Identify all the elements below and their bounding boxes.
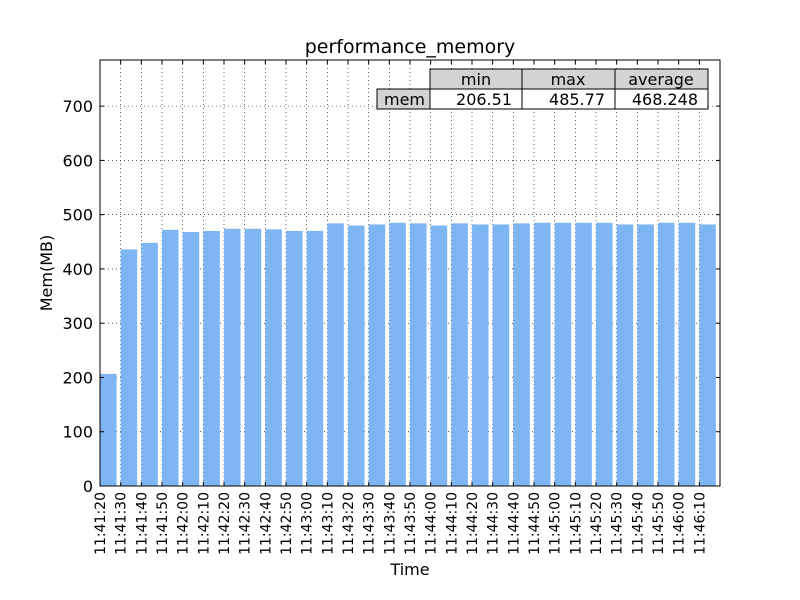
y-tick-label: 200 (62, 368, 93, 387)
bar (100, 373, 117, 486)
bars (100, 222, 716, 487)
bar (327, 223, 344, 487)
x-tick-label: 11:45:30 (610, 492, 626, 555)
x-tick-label: 11:42:30 (238, 492, 254, 555)
bar (286, 230, 303, 486)
y-tick-label: 400 (62, 260, 93, 279)
bar (265, 229, 282, 487)
x-tick-label: 11:46:10 (692, 492, 708, 555)
x-tick-label: 11:45:40 (630, 492, 646, 555)
y-axis-label: Mem(MB) (37, 235, 56, 312)
bar (534, 222, 551, 486)
x-tick-label: 11:41:50 (155, 492, 171, 555)
y-tick-label: 0 (83, 477, 93, 496)
y-tick-label: 100 (62, 423, 93, 442)
bar (554, 222, 572, 486)
bar (430, 225, 448, 486)
x-tick-label: 11:42:00 (176, 492, 192, 555)
x-tick-label: 11:45:50 (651, 492, 667, 555)
bar (678, 222, 696, 486)
summary-table: min max average mem 206.51 485.77 468.24… (376, 68, 709, 110)
bar (472, 224, 489, 486)
x-tick-label: 11:44:50 (527, 492, 543, 555)
bar (575, 222, 592, 486)
x-axis-label: Time (389, 560, 429, 579)
x-tick-label: 11:43:50 (403, 492, 419, 555)
x-tick-label: 11:45:20 (589, 492, 605, 555)
chart-title: performance_memory (305, 36, 516, 58)
y-tick-label: 600 (62, 151, 93, 170)
bar (368, 224, 386, 486)
x-tick-label: 11:43:10 (320, 492, 336, 555)
x-tick-label: 11:44:30 (486, 492, 502, 555)
bar (699, 224, 716, 486)
bar (616, 224, 634, 486)
y-tick-label: 500 (62, 206, 93, 225)
x-tick-label: 11:42:50 (279, 492, 295, 555)
x-tick-label: 11:44:10 (444, 492, 460, 555)
x-tick-label: 11:44:40 (506, 492, 522, 555)
x-tick-label: 11:43:00 (300, 492, 316, 555)
x-tick-label: 11:44:00 (424, 492, 440, 555)
x-tick-label: 11:41:30 (114, 492, 130, 555)
table-row-label: mem (384, 90, 425, 109)
table-header-max: max (551, 70, 586, 89)
bar (492, 224, 510, 486)
bar (306, 230, 324, 486)
bar (182, 232, 200, 486)
x-tick-label: 11:41:40 (134, 492, 150, 555)
x-tick-label: 11:46:00 (672, 492, 688, 555)
table-header-average: average (628, 70, 694, 89)
bar (410, 223, 427, 487)
x-tick-label: 11:45:00 (548, 492, 564, 555)
bar (244, 228, 262, 486)
x-tick-label: 11:43:40 (382, 492, 398, 555)
x-tick-label: 11:44:20 (465, 492, 481, 555)
bar (658, 222, 675, 486)
bar (637, 224, 654, 486)
bar (348, 225, 365, 486)
table-value-average: 468.248 (632, 90, 698, 109)
x-tick-label: 11:42:10 (196, 492, 212, 555)
x-tick-label: 11:42:40 (258, 492, 274, 555)
bar (513, 223, 530, 487)
bar (451, 223, 468, 487)
bar (162, 229, 179, 486)
bar (596, 222, 613, 486)
bar (224, 228, 241, 486)
y-tick-label: 700 (62, 97, 93, 116)
x-tick-label: 11:43:30 (362, 492, 378, 555)
x-tick-label: 11:42:20 (217, 492, 233, 555)
table-header-min: min (461, 70, 491, 89)
x-tick-label: 11:45:10 (568, 492, 584, 555)
bar (203, 230, 220, 486)
table-value-cell-average (614, 88, 709, 110)
x-tick-label: 11:41:20 (93, 492, 109, 555)
x-tick-label: 11:43:20 (341, 492, 357, 555)
y-tick-label: 300 (62, 314, 93, 333)
bar (120, 249, 138, 486)
table-value-max: 485.77 (549, 90, 605, 109)
bar (141, 242, 158, 486)
table-value-min: 206.51 (456, 90, 512, 109)
bar (389, 222, 406, 486)
